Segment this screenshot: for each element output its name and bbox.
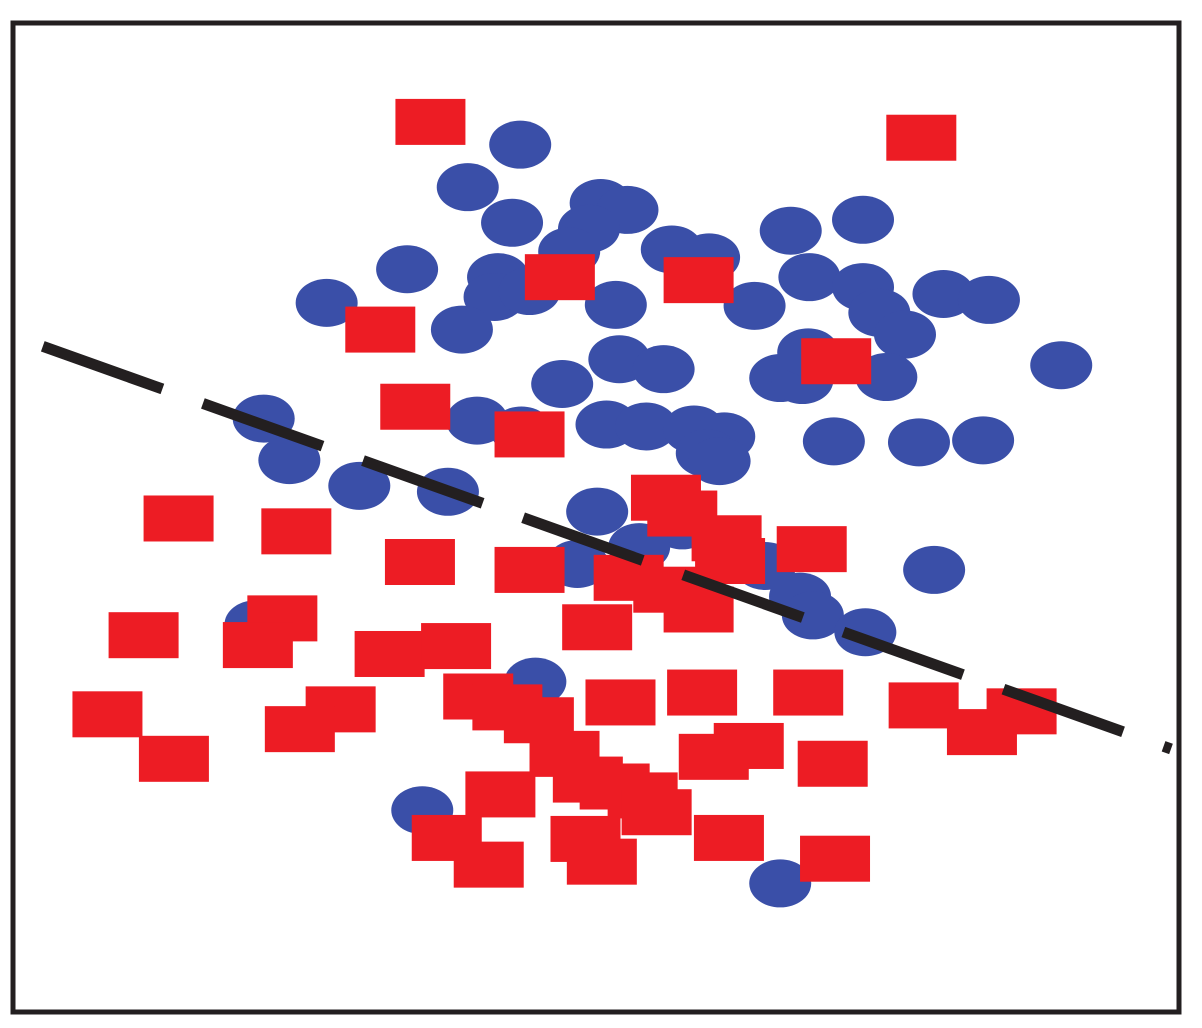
circle-point-45 xyxy=(1030,341,1093,390)
circle-point-31 xyxy=(446,396,509,445)
square-point-53 xyxy=(693,814,764,861)
square-point-22 xyxy=(222,622,293,669)
square-point-40 xyxy=(946,709,1017,756)
circle-point-27 xyxy=(632,345,695,394)
square-point-13 xyxy=(143,495,214,542)
circle-point-20 xyxy=(778,253,841,302)
circle-point-47 xyxy=(258,436,321,485)
circle-point-44 xyxy=(952,416,1015,465)
square-point-5 xyxy=(345,306,416,353)
square-point-29 xyxy=(264,706,335,753)
square-point-7 xyxy=(380,383,451,430)
square-point-52 xyxy=(566,838,637,885)
circle-point-14 xyxy=(584,280,647,329)
square-point-16 xyxy=(494,546,565,593)
circle-point-37 xyxy=(688,437,751,486)
square-point-45 xyxy=(465,771,536,818)
circle-point-33 xyxy=(615,402,678,451)
circle-point-55 xyxy=(781,591,844,640)
square-point-33 xyxy=(585,679,656,726)
square-point-26 xyxy=(562,604,633,651)
plot-frame xyxy=(10,20,1182,1015)
square-point-27 xyxy=(72,691,143,738)
square-point-1 xyxy=(395,98,466,145)
circle-point-2 xyxy=(436,163,499,212)
square-point-50 xyxy=(453,841,524,888)
square-point-23 xyxy=(108,612,179,659)
circle-point-42 xyxy=(802,417,865,466)
square-point-4 xyxy=(663,257,734,304)
circle-point-19 xyxy=(832,195,895,244)
square-point-24 xyxy=(354,630,425,677)
circle-point-28 xyxy=(531,359,594,408)
circle-point-1 xyxy=(489,120,552,169)
square-point-12 xyxy=(776,526,847,573)
circle-point-8 xyxy=(376,245,439,294)
square-series xyxy=(72,98,1057,888)
circle-point-18 xyxy=(759,206,822,255)
square-point-35 xyxy=(773,669,844,716)
circle-point-25 xyxy=(957,275,1020,324)
square-point-2 xyxy=(886,114,957,161)
square-point-34 xyxy=(667,669,738,716)
circle-point-61 xyxy=(749,859,812,908)
circle-point-12 xyxy=(295,278,358,327)
circle-point-17 xyxy=(723,281,786,330)
circle-point-43 xyxy=(887,418,950,467)
circle-point-3 xyxy=(481,198,544,247)
square-point-25 xyxy=(421,623,492,670)
circle-point-48 xyxy=(328,461,391,510)
square-point-14 xyxy=(261,508,332,555)
square-point-54 xyxy=(800,835,871,882)
circle-point-57 xyxy=(903,545,966,594)
square-point-18 xyxy=(695,538,766,585)
circle-point-49 xyxy=(566,487,629,536)
square-point-6 xyxy=(801,338,872,385)
square-point-3 xyxy=(524,254,595,301)
square-point-15 xyxy=(384,539,455,586)
circle-point-13 xyxy=(430,305,493,354)
decision-boundary xyxy=(5,328,1173,755)
square-point-48 xyxy=(138,735,209,782)
square-point-37 xyxy=(678,733,749,780)
square-point-41 xyxy=(797,740,868,787)
circle-point-23 xyxy=(873,310,936,359)
square-point-47 xyxy=(621,789,692,836)
boundary-line xyxy=(5,328,1173,755)
square-point-8 xyxy=(494,411,565,458)
